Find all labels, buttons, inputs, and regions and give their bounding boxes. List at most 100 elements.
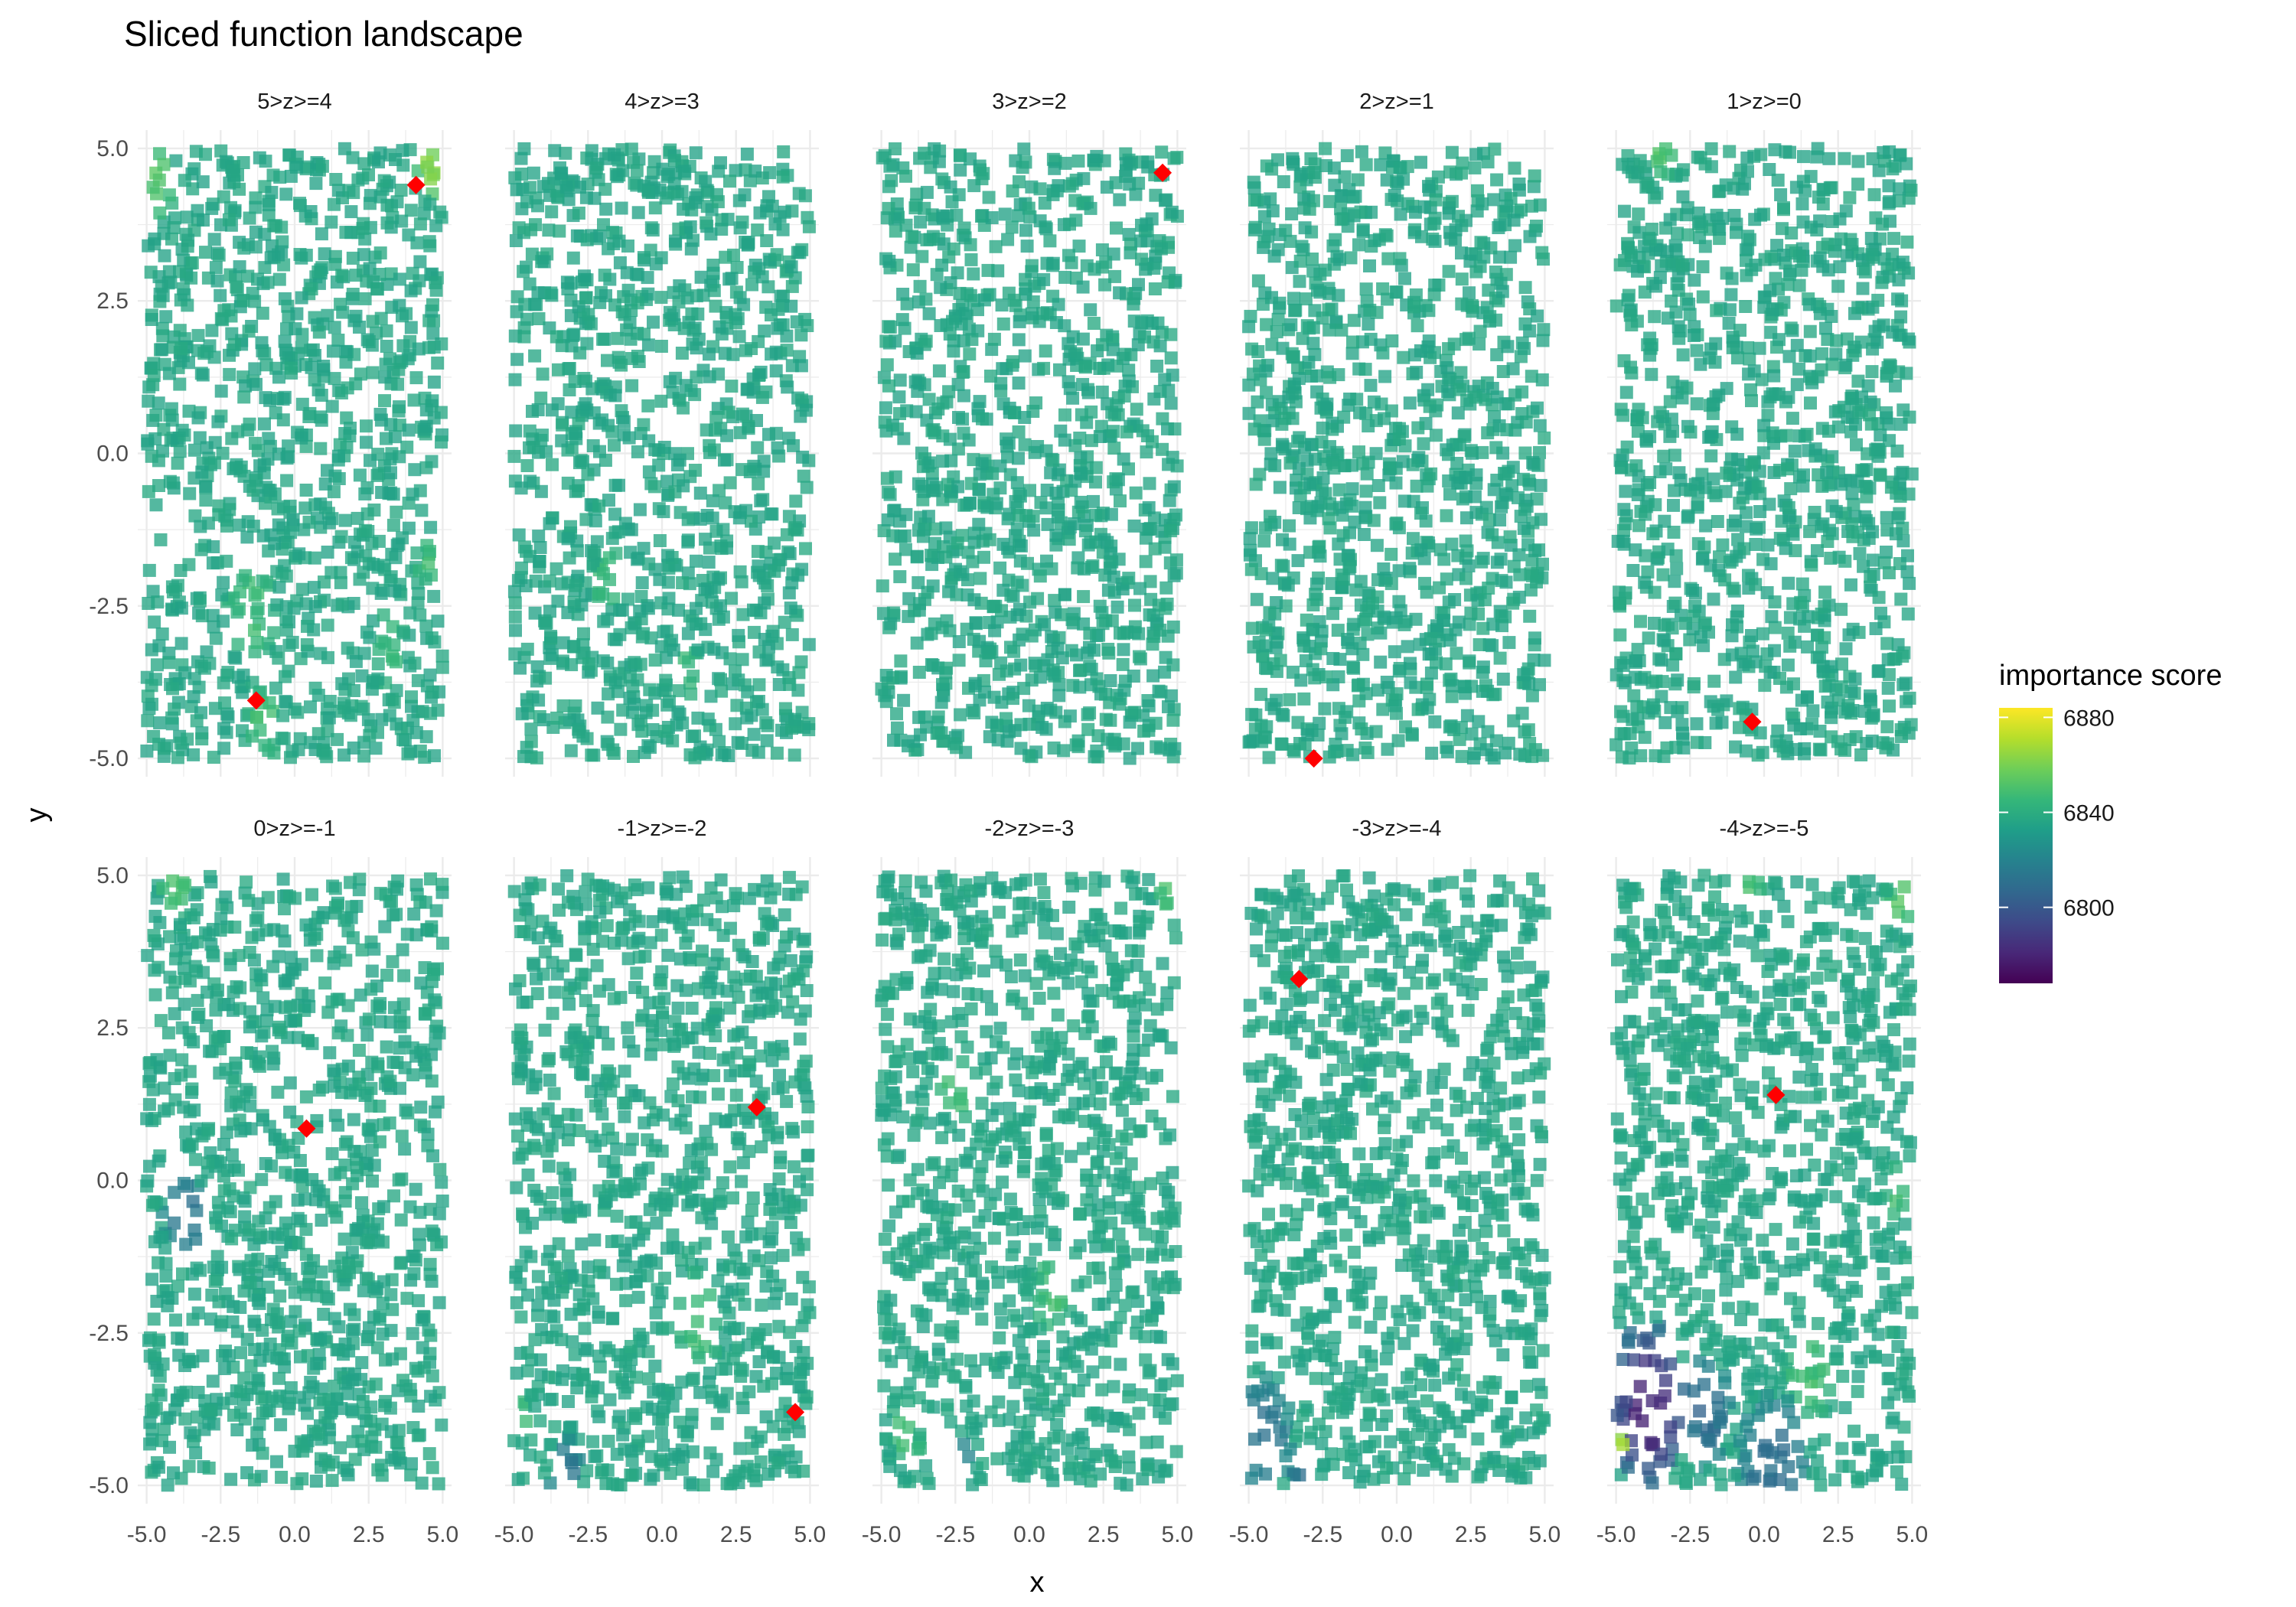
- data-point: [529, 574, 543, 588]
- data-point: [1845, 237, 1859, 251]
- data-point: [677, 202, 690, 216]
- data-point: [643, 683, 657, 696]
- data-point: [142, 484, 155, 498]
- data-point: [1359, 158, 1373, 171]
- data-point: [163, 474, 177, 488]
- data-point: [1805, 558, 1818, 572]
- data-point: [394, 184, 408, 197]
- data-point: [1643, 476, 1657, 489]
- data-point: [1353, 406, 1367, 419]
- data-point: [601, 710, 615, 724]
- data-point: [722, 272, 736, 286]
- data-point: [1618, 204, 1631, 218]
- data-point: [282, 638, 296, 652]
- data-point: [1784, 321, 1798, 335]
- data-point: [1287, 745, 1301, 758]
- data-point: [147, 369, 161, 383]
- data-point: [741, 685, 755, 699]
- data-point: [1393, 252, 1407, 266]
- data-point: [747, 728, 761, 742]
- data-point: [1493, 513, 1507, 526]
- data-point: [312, 325, 326, 339]
- data-point: [1071, 154, 1085, 168]
- data-point: [1085, 561, 1098, 574]
- data-point: [608, 298, 621, 312]
- data-point: [985, 715, 999, 729]
- data-point: [922, 393, 936, 406]
- data-point: [1283, 693, 1296, 706]
- data-point: [1053, 363, 1066, 376]
- data-point: [1136, 424, 1150, 438]
- data-point: [1049, 529, 1063, 542]
- data-point: [1384, 577, 1398, 591]
- data-point: [977, 293, 991, 307]
- data-point: [199, 148, 212, 161]
- data-point: [1478, 593, 1492, 607]
- data-point: [1116, 657, 1130, 671]
- data-point: [977, 550, 990, 564]
- data-point: [396, 144, 409, 158]
- data-point: [1001, 512, 1015, 526]
- data-point: [1016, 627, 1029, 641]
- data-point: [1518, 281, 1532, 295]
- data-point: [363, 729, 377, 742]
- data-point: [1518, 503, 1531, 517]
- data-point: [1320, 397, 1334, 411]
- data-point: [968, 676, 982, 690]
- data-point: [563, 383, 576, 396]
- data-point: [1615, 461, 1629, 474]
- data-point: [1391, 176, 1404, 190]
- data-point: [780, 344, 794, 357]
- data-point: [1455, 272, 1469, 286]
- data-point: [1052, 689, 1066, 702]
- data-point: [954, 565, 967, 579]
- data-point: [207, 620, 220, 634]
- data-point: [1122, 374, 1136, 388]
- data-point: [1409, 288, 1423, 302]
- data-point: [1271, 153, 1284, 167]
- data-point: [687, 324, 700, 337]
- data-point: [1284, 318, 1298, 331]
- data-point: [1699, 519, 1713, 533]
- data-point: [393, 272, 406, 286]
- data-point: [280, 474, 294, 487]
- data-point: [366, 366, 380, 380]
- data-point: [281, 536, 295, 549]
- data-point: [220, 513, 233, 527]
- data-point: [226, 165, 240, 178]
- data-point: [752, 695, 765, 708]
- data-point: [1088, 644, 1101, 657]
- data-point: [401, 747, 415, 761]
- data-point: [777, 145, 791, 158]
- data-point: [426, 327, 440, 341]
- data-point: [995, 604, 1008, 618]
- data-point: [1113, 286, 1127, 300]
- facet-panel: 4>z>=3: [505, 90, 819, 777]
- data-point: [1117, 683, 1131, 697]
- data-point: [1456, 492, 1469, 506]
- data-point: [1790, 378, 1804, 392]
- data-point: [1370, 539, 1384, 553]
- data-point: [1660, 741, 1674, 755]
- data-point: [900, 404, 914, 418]
- data-point: [577, 372, 591, 385]
- data-point: [589, 161, 603, 175]
- data-point: [284, 526, 298, 539]
- data-point: [1084, 303, 1097, 317]
- data-point: [1797, 150, 1810, 164]
- data-point: [1420, 479, 1434, 493]
- data-point: [507, 585, 521, 598]
- data-point: [876, 579, 889, 593]
- data-point: [1741, 165, 1754, 178]
- data-point: [778, 615, 791, 629]
- data-point: [993, 561, 1007, 575]
- data-point: [380, 324, 393, 337]
- data-point: [953, 148, 967, 161]
- data-point: [1729, 670, 1743, 684]
- data-point: [1704, 142, 1718, 155]
- data-point: [1090, 149, 1104, 163]
- data-point: [171, 751, 184, 764]
- data-point: [178, 174, 191, 187]
- data-point: [347, 742, 360, 755]
- data-point: [1508, 239, 1521, 253]
